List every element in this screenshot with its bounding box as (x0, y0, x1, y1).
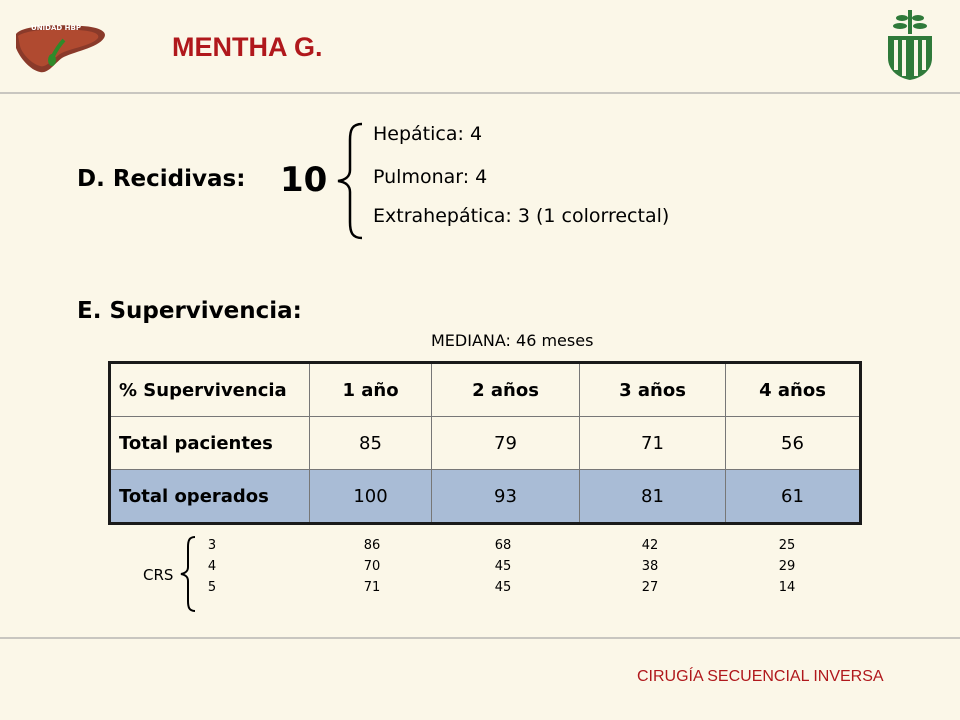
crs-label: CRS (143, 566, 174, 584)
table-row: Total operados 100 93 81 61 (109, 469, 861, 524)
crs-value: 4 (207, 559, 217, 574)
recidivas-heading: D. Recidivas: (77, 166, 246, 192)
crs-value: 27 (641, 580, 659, 595)
footer-divider (0, 637, 960, 639)
header-cell: 2 años (431, 362, 580, 417)
crs-column: 42 38 27 (630, 535, 670, 598)
crs-value: 86 (363, 538, 381, 553)
row-label: Total pacientes (109, 416, 310, 470)
crs-value: 3 (207, 538, 217, 553)
crs-column: 25 29 14 (767, 535, 807, 598)
crs-value: 45 (494, 580, 512, 595)
median-text: MEDIANA: 46 meses (431, 331, 594, 350)
row-label: Total operados (109, 469, 310, 524)
crs-value: 70 (363, 559, 381, 574)
recidiva-item-hepatica: Hepática: 4 (373, 123, 483, 145)
header-cell: 4 años (725, 362, 861, 417)
footer-text: CIRUGÍA SECUENCIAL INVERSA (637, 668, 884, 685)
recidiva-item-extrahepatica: Extrahepática: 3 (1 colorrectal) (373, 205, 670, 227)
table-cell: 79 (431, 416, 580, 470)
survival-table: % Supervivencia 1 año 2 años 3 años 4 añ… (108, 361, 862, 525)
header-divider (0, 92, 960, 94)
crs-value: 71 (363, 580, 381, 595)
page-title: MENTHA G. (172, 32, 323, 62)
table-cell: 100 (309, 469, 432, 524)
table-cell: 85 (309, 416, 432, 470)
crs-column: 68 45 45 (483, 535, 523, 598)
crs-value: 29 (778, 559, 796, 574)
crs-column: 86 70 71 (352, 535, 392, 598)
table-cell: 71 (579, 416, 726, 470)
header-cell: 1 año (309, 362, 432, 417)
crs-column: 3 4 5 (192, 535, 232, 598)
table-cell: 93 (431, 469, 580, 524)
crs-value: 25 (778, 538, 796, 553)
crs-value: 5 (207, 580, 217, 595)
supervivencia-heading: E. Supervivencia: (77, 298, 302, 324)
crs-value: 14 (778, 580, 796, 595)
logo-text: UNIDAD HBP (31, 24, 81, 32)
crs-value: 42 (641, 538, 659, 553)
header-cell: 3 años (579, 362, 726, 417)
table-cell: 56 (725, 416, 861, 470)
header-cell: % Supervivencia (109, 362, 310, 417)
recidiva-item-pulmonar: Pulmonar: 4 (373, 166, 488, 188)
recidivas-brace (330, 120, 370, 242)
emblem-icon (884, 8, 936, 82)
table-row: Total pacientes 85 79 71 56 (109, 416, 861, 470)
table-cell: 81 (579, 469, 726, 524)
table-cell: 61 (725, 469, 861, 524)
recidivas-total: 10 (280, 160, 328, 200)
crs-value: 45 (494, 559, 512, 574)
crs-value: 38 (641, 559, 659, 574)
crs-value: 68 (494, 538, 512, 553)
unidad-hbp-logo (12, 18, 112, 78)
table-header-row: % Supervivencia 1 año 2 años 3 años 4 añ… (109, 362, 861, 417)
crs-brace (178, 534, 198, 614)
